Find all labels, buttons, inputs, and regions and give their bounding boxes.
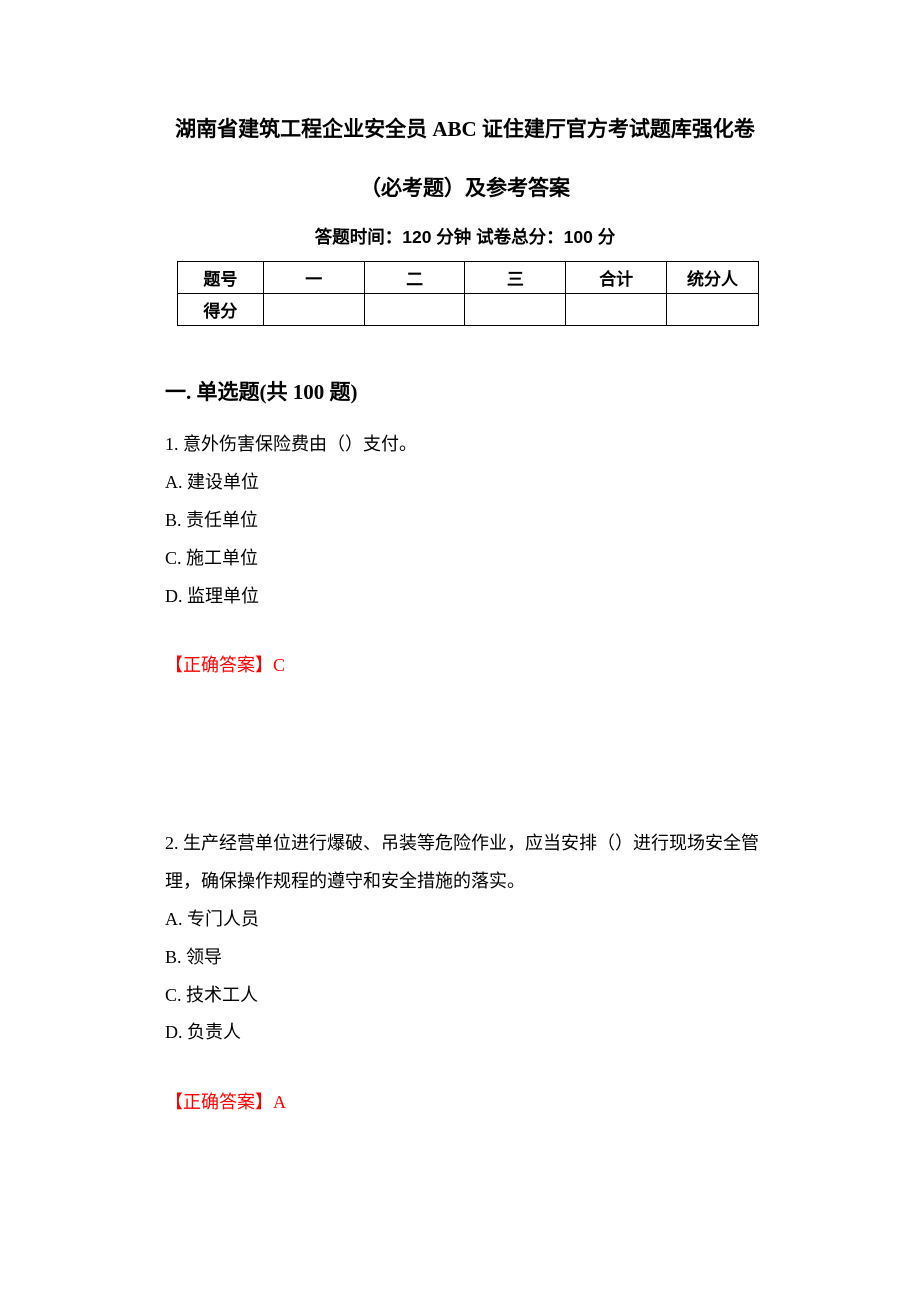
table-score-row: 得分 — [178, 294, 759, 326]
correct-answer: 【正确答案】A — [165, 1088, 765, 1114]
option-a: A. 专门人员 — [165, 901, 765, 939]
question-2: 2. 生产经营单位进行爆破、吊装等危险作业，应当安排（）进行现场安全管理，确保操… — [165, 825, 765, 1114]
table-header-row: 题号 一 二 三 合计 统分人 — [178, 262, 759, 294]
score-table: 题号 一 二 三 合计 统分人 得分 — [177, 261, 759, 326]
doc-title-line1: 湖南省建筑工程企业安全员 ABC 证住建厅官方考试题库强化卷 — [165, 115, 765, 144]
question-1: 1. 意外伤害保险费由（）支付。 A. 建设单位 B. 责任单位 C. 施工单位… — [165, 426, 765, 677]
correct-answer: 【正确答案】C — [165, 651, 765, 677]
option-b: B. 领导 — [165, 939, 765, 977]
table-header-cell: 三 — [465, 262, 566, 294]
table-score-cell — [566, 294, 667, 326]
option-b: B. 责任单位 — [165, 502, 765, 540]
table-header-cell: 题号 — [178, 262, 264, 294]
question-text: 2. 生产经营单位进行爆破、吊装等危险作业，应当安排（）进行现场安全管理，确保操… — [165, 825, 765, 901]
table-header-cell: 统分人 — [667, 262, 759, 294]
doc-title-line2: （必考题）及参考答案 — [165, 172, 765, 202]
exam-info: 答题时间：120 分钟 试卷总分：100 分 — [165, 224, 765, 249]
table-score-cell — [667, 294, 759, 326]
option-a: A. 建设单位 — [165, 464, 765, 502]
section-heading: 一. 单选题(共 100 题) — [165, 376, 765, 406]
table-score-cell — [263, 294, 364, 326]
table-score-cell — [465, 294, 566, 326]
option-d: D. 负责人 — [165, 1014, 765, 1052]
table-header-cell: 合计 — [566, 262, 667, 294]
option-c: C. 施工单位 — [165, 540, 765, 578]
table-header-cell: 二 — [364, 262, 465, 294]
option-d: D. 监理单位 — [165, 578, 765, 616]
table-header-cell: 一 — [263, 262, 364, 294]
table-score-label: 得分 — [178, 294, 264, 326]
question-text: 1. 意外伤害保险费由（）支付。 — [165, 426, 765, 464]
table-score-cell — [364, 294, 465, 326]
option-c: C. 技术工人 — [165, 977, 765, 1015]
